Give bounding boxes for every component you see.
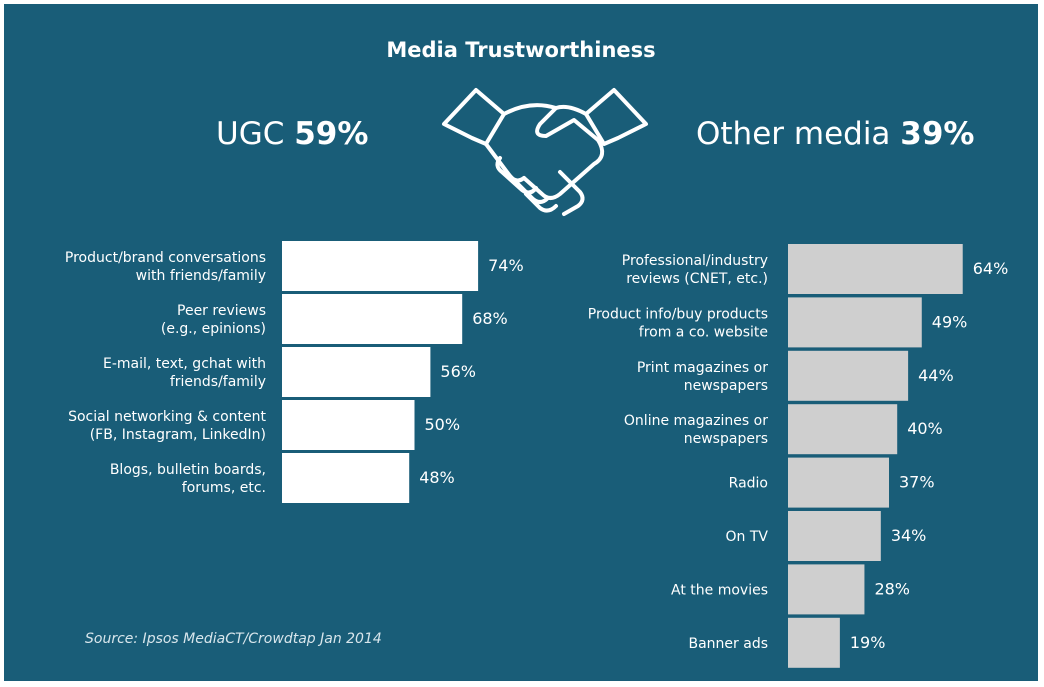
ugc-bar-0 — [282, 241, 479, 291]
other-value-label-1: 49% — [932, 312, 968, 331]
ugc-category-label-0-line-1: with friends/family — [136, 268, 266, 284]
other-category-label-1-line-0: Product info/buy products — [588, 306, 768, 322]
ugc-category-label-2-line-1: friends/family — [170, 374, 266, 390]
other-bar-5 — [788, 511, 881, 561]
ugc-category-label-4-line-0: Blogs, bulletin boards, — [110, 462, 266, 478]
ugc-category-label-4-line-1: forums, etc. — [182, 480, 266, 496]
other-value-label-6: 28% — [874, 579, 910, 598]
chart-title: Media Trustworthiness — [386, 38, 656, 62]
ugc-headline-value: 59% — [294, 116, 369, 152]
ugc-category-label-1-line-0: Peer reviews — [177, 303, 266, 319]
ugc-headline-label: UGC — [216, 116, 285, 152]
ugc-category-label-3-line-1: (FB, Instagram, LinkedIn) — [90, 427, 266, 443]
other-category-label-1-line-1: from a co. website — [639, 324, 768, 340]
other-category-label-3-line-0: Online magazines or — [624, 413, 768, 429]
infographic: Media Trustworthiness UGC 59% Other medi… — [4, 4, 1038, 681]
handshake-icon — [442, 88, 648, 216]
ugc-bar-1 — [282, 294, 463, 344]
ugc-bar-4 — [282, 453, 410, 503]
other-category-label-6-line-0: At the movies — [671, 582, 768, 598]
other-bar-2 — [788, 350, 909, 401]
ugc-category-label-3-line-0: Social networking & content — [68, 409, 266, 425]
other-category-label-4-line-0: Radio — [729, 476, 768, 492]
other-media-headline-label: Other media — [696, 116, 891, 152]
other-category-label-7-line-0: Banner ads — [688, 636, 768, 652]
other-category-label-0-line-1: reviews (CNET, etc.) — [626, 271, 768, 287]
ugc-value-label-2: 56% — [440, 362, 476, 381]
other-bar-4 — [788, 457, 890, 508]
other-value-label-4: 37% — [899, 473, 935, 492]
other-value-label-0: 64% — [973, 259, 1009, 278]
ugc-category-label-0-line-0: Product/brand conversations — [65, 250, 266, 266]
other-bar-6 — [788, 564, 865, 615]
other-category-label-2-line-0: Print magazines or — [637, 360, 768, 376]
other-media-headline: Other media 39% — [696, 116, 975, 152]
bar-charts: 74% Product/brand conversations with frien… — [65, 241, 1009, 668]
ugc-bar-2 — [282, 347, 431, 397]
ugc-category-label-1-line-1: (e.g., epinions) — [161, 321, 266, 337]
ugc-headline: UGC 59% — [216, 116, 368, 152]
other-value-label-2: 44% — [918, 366, 954, 385]
other-category-label-5-line-0: On TV — [726, 529, 769, 545]
other-value-label-7: 19% — [850, 633, 886, 652]
other-bar-3 — [788, 404, 898, 455]
other-value-label-5: 34% — [891, 526, 927, 545]
ugc-category-label-2-line-0: E-mail, text, gchat with — [103, 356, 266, 372]
ugc-value-label-4: 48% — [419, 468, 455, 487]
ugc-bar-3 — [282, 400, 415, 450]
ugc-value-label-0: 74% — [488, 256, 524, 275]
other-category-label-2-line-1: newspapers — [684, 378, 768, 394]
ugc-value-label-3: 50% — [425, 415, 461, 434]
other-bar-0 — [788, 244, 963, 294]
other-bar-7 — [788, 617, 840, 668]
ugc-value-label-1: 68% — [472, 309, 508, 328]
other-category-label-3-line-1: newspapers — [684, 431, 768, 447]
source-note: Source: Ipsos MediaCT/Crowdtap Jan 2014 — [85, 631, 382, 647]
other-media-headline-value: 39% — [900, 116, 975, 152]
other-category-label-0-line-0: Professional/industry — [622, 253, 768, 269]
other-bar-1 — [788, 297, 922, 348]
other-value-label-3: 40% — [907, 419, 943, 438]
